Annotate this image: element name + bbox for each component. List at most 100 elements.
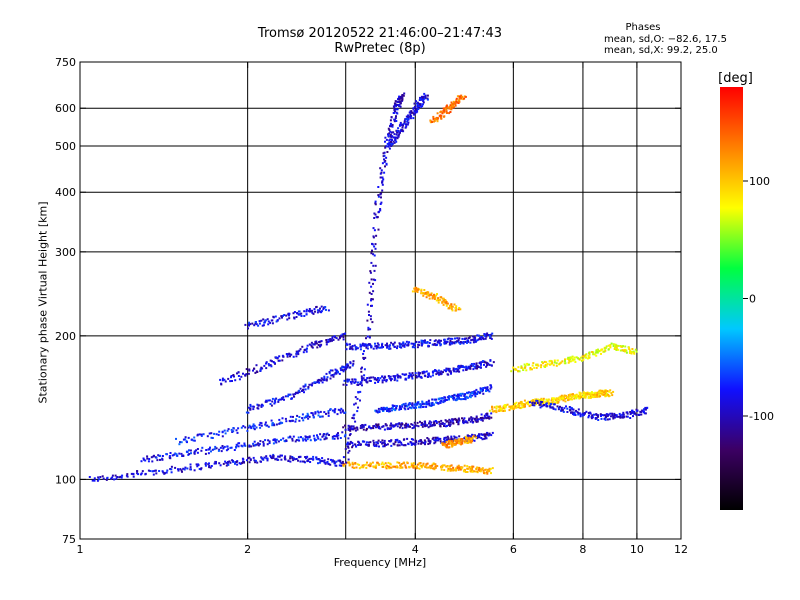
data-point <box>367 328 370 331</box>
data-point <box>444 441 446 443</box>
data-point <box>592 396 595 399</box>
data-point <box>163 472 166 475</box>
data-point <box>340 335 343 338</box>
data-point <box>327 458 330 461</box>
data-point <box>473 418 476 420</box>
data-point <box>432 467 434 470</box>
data-point <box>443 422 446 425</box>
data-point <box>439 437 442 440</box>
data-point <box>488 432 491 435</box>
data-point <box>415 100 417 103</box>
data-point <box>407 442 410 445</box>
data-point <box>570 356 573 359</box>
data-point <box>435 401 438 404</box>
data-point <box>384 344 387 347</box>
data-point <box>348 426 351 429</box>
data-point <box>193 436 196 439</box>
data-point <box>408 465 411 468</box>
data-point <box>308 457 311 460</box>
data-point <box>437 301 440 304</box>
data-point <box>279 421 282 424</box>
data-point <box>482 470 485 473</box>
data-point <box>632 415 634 418</box>
data-point <box>458 337 461 340</box>
data-point <box>272 442 275 445</box>
data-point <box>189 449 192 452</box>
data-point <box>485 471 488 474</box>
data-point <box>369 271 372 274</box>
data-point <box>588 392 591 395</box>
data-point <box>350 441 353 444</box>
data-point <box>383 154 386 157</box>
data-point <box>271 424 274 427</box>
data-point <box>604 417 607 420</box>
data-point <box>330 374 333 377</box>
data-point <box>491 332 494 335</box>
data-point <box>550 399 553 402</box>
data-point <box>589 393 592 396</box>
data-point <box>490 364 493 367</box>
data-point <box>425 405 428 408</box>
data-point <box>177 468 179 471</box>
data-point <box>396 379 399 382</box>
data-point <box>514 405 517 408</box>
data-point <box>385 444 388 446</box>
data-point <box>554 402 557 404</box>
data-point <box>557 401 560 404</box>
data-point <box>552 407 555 410</box>
data-point <box>490 434 493 437</box>
data-point <box>403 92 406 95</box>
data-point <box>540 405 543 408</box>
data-point <box>536 402 539 404</box>
data-point <box>373 445 376 447</box>
data-point <box>480 389 483 392</box>
data-point <box>287 393 290 396</box>
data-point <box>366 335 369 338</box>
data-point <box>170 471 173 474</box>
data-point <box>595 354 598 357</box>
data-point <box>339 461 342 464</box>
data-point <box>457 464 460 467</box>
data-point <box>441 300 444 303</box>
data-point <box>528 405 531 408</box>
data-point <box>321 381 324 384</box>
data-point <box>396 461 399 464</box>
data-point <box>419 98 422 101</box>
data-point <box>392 465 395 468</box>
data-point <box>587 395 590 398</box>
data-point <box>489 359 492 362</box>
data-point <box>327 414 330 417</box>
data-point <box>455 341 458 344</box>
data-point <box>311 311 314 314</box>
data-point <box>368 425 371 428</box>
data-point <box>234 461 237 464</box>
data-point <box>613 414 616 416</box>
data-point <box>470 365 473 368</box>
data-point <box>88 476 91 478</box>
data-point <box>318 458 321 461</box>
data-point <box>524 405 526 408</box>
data-point <box>520 400 523 403</box>
data-point <box>319 415 322 418</box>
data-point <box>318 381 321 384</box>
data-point <box>436 372 439 375</box>
data-point <box>585 392 588 395</box>
data-point <box>260 319 263 322</box>
data-point <box>366 461 368 464</box>
data-point <box>613 348 616 350</box>
data-point <box>384 423 387 426</box>
data-point <box>315 458 318 461</box>
data-point <box>457 393 460 396</box>
data-point <box>454 307 457 310</box>
data-point <box>402 461 405 464</box>
data-point <box>271 322 274 325</box>
data-point <box>221 435 224 438</box>
data-point <box>629 411 632 413</box>
data-point <box>457 421 460 424</box>
data-point <box>436 402 439 404</box>
x-tick-label: 1 <box>77 543 84 556</box>
data-point <box>368 314 370 316</box>
data-point <box>414 290 417 292</box>
data-point <box>443 439 446 442</box>
data-point <box>153 454 155 457</box>
